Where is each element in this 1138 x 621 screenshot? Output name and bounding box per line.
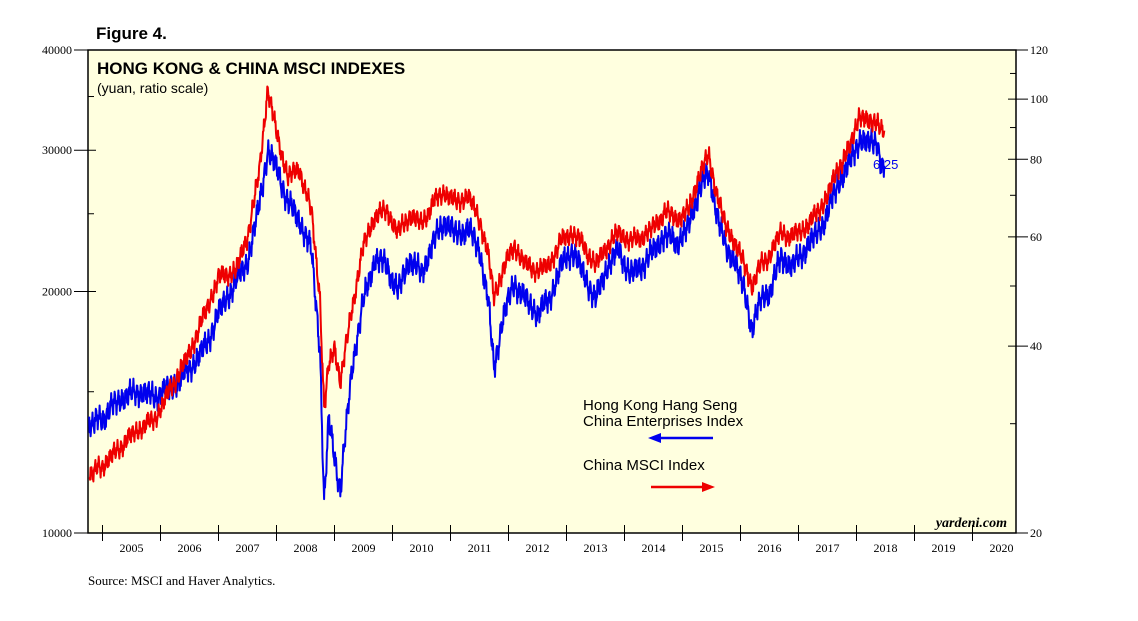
end-date-label: 6/25: [873, 157, 898, 172]
watermark: yardeni.com: [934, 516, 1007, 531]
x-tick-label: 2018: [874, 541, 898, 555]
legend-china-arrow: [651, 482, 715, 492]
source-note: Source: MSCI and Haver Analytics.: [88, 573, 276, 588]
y-right-tick-label: 100: [1030, 92, 1048, 106]
series-line-hk: [88, 127, 886, 501]
y-left-tick-label: 20000: [42, 285, 72, 299]
y-right-tick-label: 60: [1030, 230, 1042, 244]
y-left-tick-label: 40000: [42, 43, 72, 57]
y-right-tick-label: 40: [1030, 339, 1042, 353]
x-tick-label: 2010: [410, 541, 434, 555]
x-tick-label: 2006: [178, 541, 202, 555]
x-tick-label: 2019: [932, 541, 956, 555]
y-right-tick-label: 120: [1030, 43, 1048, 57]
legend-china: China MSCI Index: [583, 457, 705, 474]
series-layer: [88, 85, 886, 501]
chart-subtitle: (yuan, ratio scale): [97, 80, 208, 96]
figure-label: Figure 4.: [96, 24, 167, 43]
axis-ticks: 2005 2006 2007 2008 2009 2010 2011 2012 2013 2014…: [42, 43, 1048, 555]
x-tick-label: 2020: [990, 541, 1014, 555]
legend-hk-line2: China Enterprises Index: [583, 413, 744, 430]
x-tick-label: 2016: [758, 541, 782, 555]
x-tick-label: 2009: [352, 541, 376, 555]
x-tick-label: 2007: [236, 541, 260, 555]
x-tick-label: 2008: [294, 541, 318, 555]
x-tick-label: 2015: [700, 541, 724, 555]
series-line-china: [88, 85, 886, 483]
legend-hk-arrow: [648, 433, 713, 443]
x-tick-label: 2014: [642, 541, 666, 555]
chart-title: HONG KONG & CHINA MSCI INDEXES: [97, 59, 405, 78]
x-tick-label: 2012: [526, 541, 550, 555]
y-right-tick-label: 80: [1030, 152, 1042, 166]
legend-hk-line1: Hong Kong Hang Seng: [583, 397, 737, 414]
x-tick-label: 2011: [468, 541, 492, 555]
x-tick-label: 2013: [584, 541, 608, 555]
y-left-tick-label: 30000: [42, 143, 72, 157]
x-tick-label: 2005: [120, 541, 144, 555]
y-right-tick-label: 20: [1030, 526, 1042, 540]
y-left-tick-label: 10000: [42, 526, 72, 540]
x-tick-label: 2017: [816, 541, 840, 555]
